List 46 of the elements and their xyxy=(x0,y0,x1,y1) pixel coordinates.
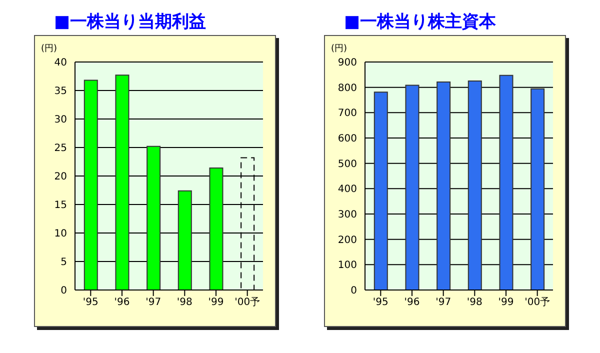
y-tick-label: 15 xyxy=(54,200,67,212)
y-tick-label: 400 xyxy=(338,184,357,196)
bar xyxy=(530,88,545,290)
bar xyxy=(374,92,388,290)
y-tick-label: 30 xyxy=(54,114,67,126)
x-tick-label: '00予 xyxy=(234,297,260,308)
x-tick-label: '00予 xyxy=(524,297,550,308)
y-axis-title: (円) xyxy=(331,43,348,55)
y-tick-label: 0 xyxy=(60,286,67,297)
x-tick-label: '95 xyxy=(82,297,98,308)
bar xyxy=(405,84,420,290)
bar xyxy=(436,82,451,290)
x-tick-label: '96 xyxy=(404,297,420,308)
y-tick-label: 600 xyxy=(338,134,357,145)
x-tick-label: '97 xyxy=(146,297,162,308)
y-tick-label: 35 xyxy=(54,86,67,98)
y-tick-label: 300 xyxy=(338,210,357,221)
x-tick-label: '97 xyxy=(436,297,452,308)
y-axis-title: (円) xyxy=(41,43,58,55)
x-tick-label: '96 xyxy=(114,297,130,308)
x-tick-label: '98 xyxy=(176,297,192,308)
y-tick-label: 500 xyxy=(338,158,357,170)
bar xyxy=(499,74,514,290)
y-tick-label: 5 xyxy=(60,257,67,268)
y-tick-label: 10 xyxy=(54,228,67,240)
bar xyxy=(84,80,98,290)
y-tick-label: 700 xyxy=(338,108,357,120)
x-tick-label: '95 xyxy=(372,297,388,308)
y-tick-label: 900 xyxy=(338,58,357,69)
bar xyxy=(146,146,161,290)
bar xyxy=(468,80,482,290)
x-tick-label: '99 xyxy=(208,297,224,308)
bar xyxy=(209,168,224,290)
y-tick-label: 100 xyxy=(338,260,357,272)
y-tick-label: 200 xyxy=(338,234,357,246)
bar xyxy=(115,74,130,290)
x-tick-label: '98 xyxy=(466,297,482,308)
chart-title: ■一株当り当期利益 xyxy=(54,11,206,33)
y-tick-label: 20 xyxy=(54,172,67,183)
x-tick-label: '99 xyxy=(498,297,514,308)
y-tick-label: 40 xyxy=(54,58,67,69)
y-tick-label: 800 xyxy=(338,82,357,94)
y-tick-label: 25 xyxy=(54,143,67,154)
bar xyxy=(178,190,192,290)
y-tick-label: 0 xyxy=(350,286,357,297)
chart-title: ■一株当り株主資本 xyxy=(344,11,496,33)
